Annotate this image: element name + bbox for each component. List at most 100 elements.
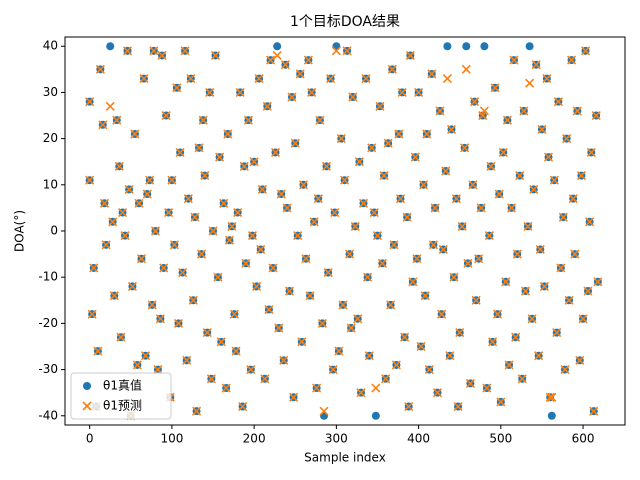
point — [188, 295, 198, 305]
x-tick-label: 500 — [489, 432, 512, 446]
point — [173, 318, 184, 328]
point — [435, 106, 445, 116]
point — [460, 143, 470, 153]
point — [361, 74, 371, 84]
point — [391, 360, 401, 370]
point — [501, 277, 511, 287]
point — [272, 50, 282, 61]
point — [117, 207, 128, 218]
point — [134, 198, 144, 208]
point — [319, 406, 329, 416]
point — [547, 392, 557, 402]
point — [367, 143, 377, 153]
point — [576, 171, 586, 181]
point — [515, 171, 525, 181]
x-axis-label: Sample index — [304, 451, 386, 465]
point — [511, 332, 521, 342]
point — [375, 101, 385, 111]
x-tick-label: 0 — [86, 432, 94, 446]
point — [252, 281, 262, 291]
point — [210, 50, 221, 61]
y-tick-label: -30 — [38, 362, 58, 376]
point — [562, 134, 572, 144]
point — [114, 161, 124, 171]
point — [350, 221, 360, 231]
point — [246, 365, 256, 375]
point — [276, 189, 286, 199]
point — [216, 337, 226, 347]
point — [321, 161, 332, 171]
point — [545, 392, 555, 402]
point — [502, 115, 512, 125]
point — [348, 92, 358, 102]
point — [438, 244, 448, 255]
point — [463, 258, 473, 268]
point — [408, 277, 418, 287]
point — [112, 115, 122, 125]
point — [145, 175, 155, 185]
point — [586, 147, 596, 158]
point — [231, 346, 241, 356]
point — [192, 406, 202, 416]
point — [85, 97, 95, 107]
point — [206, 374, 216, 384]
point — [509, 55, 519, 65]
point — [556, 263, 566, 273]
point — [449, 272, 459, 282]
point — [420, 291, 430, 301]
point — [290, 138, 300, 148]
point — [101, 240, 111, 250]
y-tick-label: -40 — [38, 408, 58, 422]
point — [116, 332, 126, 342]
point — [183, 194, 193, 204]
point — [488, 337, 498, 347]
point — [315, 115, 325, 125]
point — [372, 231, 383, 241]
point — [178, 268, 188, 278]
point — [213, 272, 223, 282]
point — [428, 240, 438, 250]
point — [342, 46, 352, 56]
point — [89, 263, 99, 273]
point — [397, 87, 407, 97]
point — [529, 184, 539, 194]
point — [305, 291, 315, 301]
point — [479, 106, 489, 116]
point — [127, 281, 137, 291]
point — [471, 295, 481, 305]
point — [241, 258, 251, 268]
point — [389, 240, 399, 250]
point — [270, 147, 281, 158]
point — [523, 221, 533, 231]
x-tick-label: 400 — [407, 432, 430, 446]
point — [108, 217, 118, 227]
point — [235, 87, 245, 97]
point — [589, 406, 599, 416]
legend-label: θ1预测 — [103, 399, 142, 413]
point — [494, 189, 504, 199]
point — [344, 249, 355, 259]
point — [182, 355, 192, 365]
point — [338, 300, 348, 310]
point — [381, 374, 391, 384]
point — [353, 314, 363, 324]
point — [139, 74, 149, 84]
point — [328, 365, 338, 375]
point — [455, 328, 465, 338]
point — [547, 411, 556, 420]
point — [377, 258, 387, 268]
point — [383, 138, 393, 148]
point — [164, 207, 174, 218]
y-tick-label: 30 — [43, 85, 58, 99]
point — [317, 318, 327, 328]
y-tick-label: 10 — [43, 177, 58, 191]
point — [568, 194, 578, 204]
point — [543, 152, 554, 162]
point — [416, 341, 426, 352]
point — [169, 240, 179, 250]
point — [461, 64, 471, 74]
point — [309, 217, 319, 227]
point — [560, 365, 570, 375]
point — [564, 295, 574, 305]
point — [307, 87, 317, 97]
